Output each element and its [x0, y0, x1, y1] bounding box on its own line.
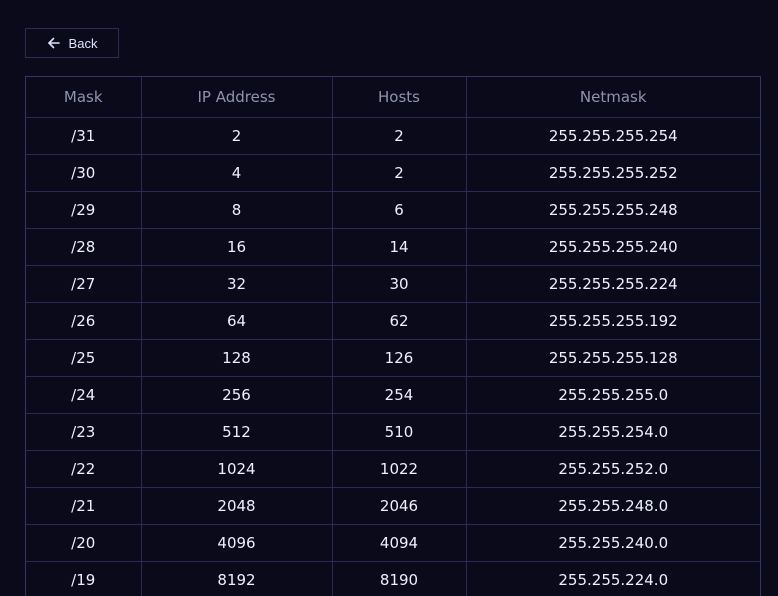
column-header-ip-address: IP Address: [141, 77, 332, 118]
cell-mask: /30: [26, 155, 141, 192]
cell-netmask: 255.255.255.240: [466, 229, 760, 266]
column-header-netmask: Netmask: [466, 77, 760, 118]
column-header-hosts: Hosts: [332, 77, 466, 118]
cell-mask: /20: [26, 525, 141, 562]
cell-netmask: 255.255.254.0: [466, 414, 760, 451]
cell-ip-address: 8: [141, 192, 332, 229]
cell-hosts: 8190: [332, 562, 466, 596]
cell-hosts: 2: [332, 155, 466, 192]
cell-netmask: 255.255.255.192: [466, 303, 760, 340]
cell-ip-address: 512: [141, 414, 332, 451]
cell-mask: /23: [26, 414, 141, 451]
cell-netmask: 255.255.255.252: [466, 155, 760, 192]
cell-ip-address: 16: [141, 229, 332, 266]
column-header-mask: Mask: [26, 77, 141, 118]
cell-ip-address: 256: [141, 377, 332, 414]
cell-ip-address: 2048: [141, 488, 332, 525]
cell-hosts: 6: [332, 192, 466, 229]
cell-mask: /31: [26, 118, 141, 155]
cell-mask: /28: [26, 229, 141, 266]
cell-ip-address: 32: [141, 266, 332, 303]
cell-netmask: 255.255.255.0: [466, 377, 760, 414]
cell-netmask: 255.255.255.128: [466, 340, 760, 377]
cell-mask: /29: [26, 192, 141, 229]
cell-mask: /21: [26, 488, 141, 525]
cell-netmask: 255.255.255.254: [466, 118, 760, 155]
table-header-row: Mask IP Address Hosts Netmask: [26, 77, 760, 118]
cell-hosts: 62: [332, 303, 466, 340]
cell-ip-address: 2: [141, 118, 332, 155]
cell-mask: /24: [26, 377, 141, 414]
cell-mask: /25: [26, 340, 141, 377]
cell-ip-address: 128: [141, 340, 332, 377]
cell-mask: /22: [26, 451, 141, 488]
cell-netmask: 255.255.252.0: [466, 451, 760, 488]
cell-hosts: 1022: [332, 451, 466, 488]
cell-hosts: 14: [332, 229, 466, 266]
cell-hosts: 4094: [332, 525, 466, 562]
back-button[interactable]: Back: [25, 28, 119, 58]
cell-hosts: 510: [332, 414, 466, 451]
cell-ip-address: 64: [141, 303, 332, 340]
cell-ip-address: 4096: [141, 525, 332, 562]
cell-mask: /27: [26, 266, 141, 303]
cell-hosts: 126: [332, 340, 466, 377]
cell-hosts: 30: [332, 266, 466, 303]
cell-mask: /19: [26, 562, 141, 596]
cell-hosts: 254: [332, 377, 466, 414]
cell-ip-address: 8192: [141, 562, 332, 596]
cell-netmask: 255.255.224.0: [466, 562, 760, 596]
cell-mask: /26: [26, 303, 141, 340]
back-button-label: Back: [69, 36, 98, 51]
cell-netmask: 255.255.255.248: [466, 192, 760, 229]
arrow-left-icon: [47, 36, 61, 50]
cell-ip-address: 4: [141, 155, 332, 192]
cell-hosts: 2: [332, 118, 466, 155]
cell-netmask: 255.255.248.0: [466, 488, 760, 525]
cell-hosts: 2046: [332, 488, 466, 525]
cell-netmask: 255.255.240.0: [466, 525, 760, 562]
cell-netmask: 255.255.255.224: [466, 266, 760, 303]
cell-ip-address: 1024: [141, 451, 332, 488]
